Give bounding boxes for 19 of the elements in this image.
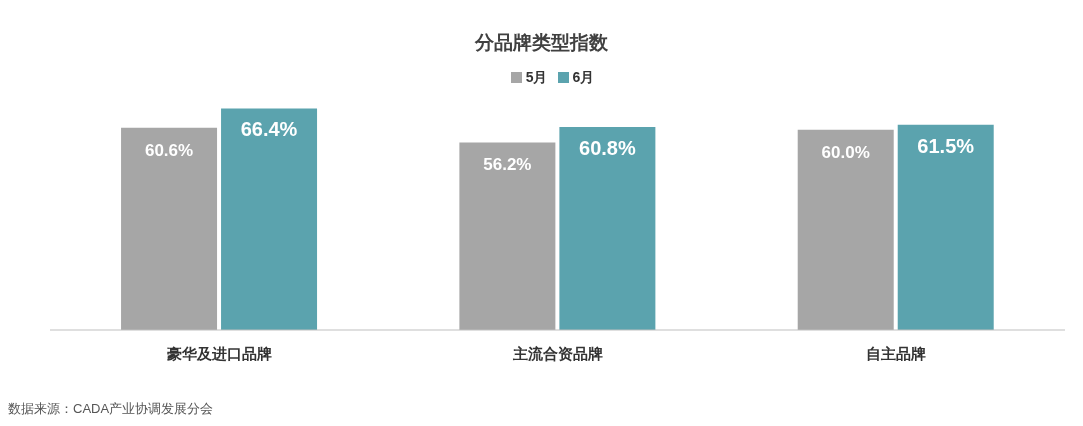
chart-title: 分品牌类型指数	[474, 31, 609, 55]
bar	[559, 127, 656, 330]
x-tick-label: 自主品牌	[865, 344, 926, 362]
x-tick-label: 主流合资品牌	[511, 344, 603, 362]
source-note: 数据来源：CADA产业协调发展分会	[8, 400, 214, 418]
x-tick-label: 豪华及进口品牌	[165, 344, 272, 362]
data-label: 61.5%	[917, 134, 975, 157]
data-label: 60.0%	[821, 142, 870, 162]
bar	[897, 124, 994, 330]
data-label: 60.6%	[144, 140, 194, 160]
legend-label: 6月	[572, 69, 595, 85]
bar	[221, 108, 318, 330]
bar	[121, 127, 218, 330]
data-label: 60.8%	[579, 137, 636, 160]
legend-label: 5月	[525, 69, 548, 85]
bar	[797, 129, 894, 330]
bar	[459, 142, 556, 330]
data-label: 56.2%	[483, 155, 532, 175]
data-label: 66.4%	[240, 118, 298, 141]
